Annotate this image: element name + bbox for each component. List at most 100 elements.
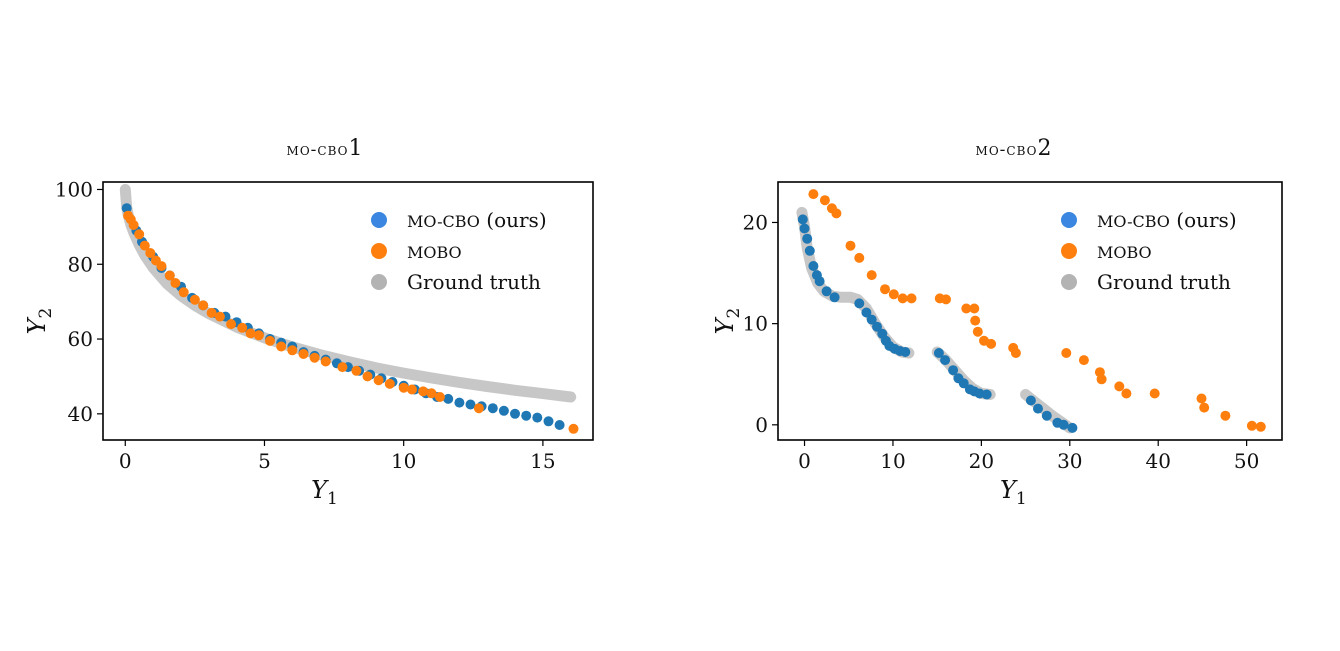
x-tick-label: 5 — [258, 449, 271, 473]
legend-label: MO-CBO (ours) — [1097, 208, 1237, 232]
mo-cbo-point — [872, 321, 882, 332]
y-tick-label: 100 — [55, 177, 93, 201]
mobo-point — [969, 303, 980, 314]
y-axis-label: Y2 — [23, 308, 56, 335]
mobo-point — [1096, 374, 1107, 385]
x-tick-label: 40 — [1145, 449, 1170, 473]
mo-cbo-point — [521, 410, 532, 421]
x-tick-label: 10 — [391, 449, 416, 473]
x-tick-label: 30 — [1057, 449, 1082, 473]
mobo-point — [1061, 348, 1072, 358]
mobo-point — [1121, 388, 1132, 399]
mo-cbo-point — [1067, 422, 1078, 433]
mobo-point — [189, 294, 200, 305]
y-tick-label: 40 — [68, 402, 93, 426]
mobo-point — [298, 349, 309, 359]
mobo-point — [1114, 381, 1125, 392]
mobo-point — [265, 335, 275, 346]
mo-cbo-point — [814, 276, 825, 287]
mobo-point — [337, 362, 348, 373]
mobo-point — [362, 371, 373, 382]
mobo-point — [418, 386, 429, 397]
mo-cbo-point — [554, 420, 565, 430]
mobo-point — [473, 403, 484, 414]
mo-cbo-point — [940, 355, 951, 366]
mobo-point — [134, 229, 145, 240]
chart-title: MO-CBO2 — [976, 136, 1053, 161]
mobo-point — [145, 248, 156, 258]
chart-panel-1: 0 5 10 15406080100MO-CBO1Y1Y2MO-CBO (ours)M… — [23, 136, 594, 509]
mo-cbo-point — [981, 389, 992, 400]
mo-cbo-point — [866, 314, 877, 325]
x-axis-label: Y1 — [1000, 476, 1027, 509]
mobo-point — [434, 392, 445, 402]
legend-marker — [1061, 274, 1077, 290]
mobo-point — [845, 240, 856, 251]
mo-cbo-point — [543, 416, 554, 427]
mobo-point — [170, 278, 181, 288]
mo-cbo-point — [821, 286, 832, 297]
y-tick-label: 60 — [68, 327, 93, 351]
mo-cbo-point — [498, 405, 509, 416]
mobo-point — [156, 261, 167, 272]
mo-cbo-point — [900, 347, 911, 357]
mobo-point — [906, 293, 917, 304]
mobo-point — [1220, 410, 1231, 421]
mo-cbo-point — [804, 245, 815, 256]
mobo-point — [164, 270, 175, 281]
mobo-point — [808, 189, 819, 200]
legend-marker — [1061, 243, 1077, 259]
y-tick-label: 20 — [743, 210, 768, 234]
plot-area — [796, 189, 1266, 434]
mobo-point — [351, 365, 362, 376]
mobo-point — [819, 195, 830, 206]
mo-cbo-point — [799, 223, 810, 234]
legend-label: MOBO — [407, 243, 462, 262]
mo-cbo-point — [121, 203, 132, 214]
y-tick-label: 0 — [755, 413, 768, 437]
mobo-point — [1078, 355, 1089, 366]
mobo-point — [941, 294, 951, 305]
mobo-point — [854, 252, 865, 263]
legend-label: Ground truth — [1097, 270, 1231, 294]
mobo-point — [139, 240, 150, 251]
mobo-point — [972, 326, 983, 337]
mobo-point — [253, 330, 264, 341]
axes-frame — [777, 181, 1283, 441]
mobo-point — [320, 356, 331, 367]
y-tick-label: 80 — [68, 252, 93, 276]
mobo-point — [245, 328, 256, 339]
mobo-point — [897, 293, 908, 304]
legend-marker — [371, 274, 387, 290]
mobo-point — [373, 375, 384, 386]
x-tick-label: 0 — [119, 449, 132, 473]
mobo-point — [214, 311, 225, 322]
mo-cbo-point — [510, 408, 520, 419]
mo-cbo-point — [1041, 410, 1052, 421]
mobo-point — [384, 378, 395, 389]
mobo-point — [1010, 348, 1021, 358]
mobo-point — [1246, 420, 1257, 431]
mobo-point — [568, 423, 579, 434]
mobo-point — [276, 341, 287, 352]
mobo-point — [426, 388, 437, 399]
mo-cbo-point — [1058, 419, 1069, 430]
mobo-point — [237, 322, 248, 333]
x-axis-label: Y1 — [311, 476, 338, 509]
legend-label: MO-CBO (ours) — [407, 208, 547, 232]
legend: MO-CBO (ours) MOBO Ground truth — [1061, 208, 1237, 294]
mo-cbo-point — [487, 403, 498, 414]
x-tick-label: 15 — [530, 449, 555, 473]
mobo-point — [287, 345, 298, 356]
mo-cbo-point — [802, 233, 813, 244]
legend-label: MOBO — [1097, 243, 1152, 262]
mo-cbo-point — [829, 292, 840, 303]
mobo-point — [961, 303, 972, 314]
mobo-point — [1199, 402, 1210, 413]
mobo-point — [831, 208, 842, 219]
legend-marker — [371, 212, 387, 228]
mo-cbo-point — [958, 378, 969, 389]
legend-marker — [1061, 212, 1077, 228]
mo-cbo-point — [948, 365, 959, 376]
chart-panel-2: 0 10 20 30 40 50 0 10 20 MO-CBO2 Y1 Y2 MO-CBO (ours)… — [711, 136, 1283, 509]
